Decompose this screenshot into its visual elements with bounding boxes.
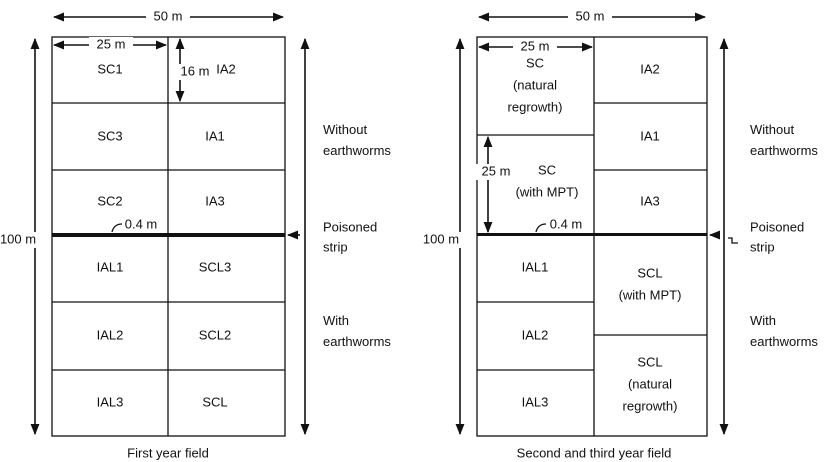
plot-label: SCL (637, 265, 662, 280)
zone-label: Without (750, 122, 794, 137)
first-field (30, 12, 310, 437)
plot-label: IAL2 (97, 327, 124, 342)
label-bg (89, 37, 133, 53)
height-label: 100 m (423, 231, 459, 246)
height-label: 100 m (0, 231, 36, 246)
zone-label: With (750, 313, 776, 328)
strip-width-label: 0.4 m (125, 216, 158, 231)
plot-label: SC (538, 162, 556, 177)
width-label: 50 m (154, 8, 183, 23)
width-label: 50 m (576, 8, 605, 23)
plot-label: regrowth) (623, 398, 678, 413)
zone-label: Poisoned (323, 219, 377, 234)
plot-label: (natural (513, 77, 557, 92)
plot-label: IAL1 (97, 259, 124, 274)
label-bg (146, 9, 190, 25)
plot-label: IA3 (205, 193, 225, 208)
zone-label: earthworms (750, 143, 818, 158)
plot-label: (with MPT) (619, 287, 682, 302)
plot-label: IA3 (640, 193, 660, 208)
zone-label: earthworms (323, 143, 391, 158)
caption: First year field (127, 445, 209, 460)
plot-label: IA2 (640, 61, 660, 76)
plot-label: SCL3 (199, 259, 232, 274)
plot-label: IAL2 (522, 327, 549, 342)
zone-label: earthworms (323, 334, 391, 349)
plot-label: IAL3 (522, 394, 549, 409)
zone-label: Without (323, 122, 367, 137)
zone-label: strip (750, 239, 775, 254)
strip-pointer (728, 237, 738, 244)
plot-label: SCL (637, 354, 662, 369)
plot-width-label: 25 m (521, 38, 550, 53)
plot-height-label: 16 m (181, 63, 210, 78)
zone-label: With (323, 313, 349, 328)
plot-height-label: 25 m (482, 163, 511, 178)
label-bg (419, 232, 463, 248)
label-bg (568, 9, 612, 25)
poisoned-strip (477, 233, 707, 236)
plot-label: SC2 (97, 193, 122, 208)
plot-width-label: 25 m (97, 36, 126, 51)
plot-label: SCL (202, 394, 227, 409)
caption: Second and third year field (517, 445, 672, 460)
plot-label: SCL2 (199, 327, 232, 342)
plot-label: (natural (628, 376, 672, 391)
zone-label: strip (323, 239, 348, 254)
plot-label: IA1 (205, 128, 225, 143)
label-bg (0, 232, 40, 248)
field-border (476, 36, 708, 437)
zone-label: Poisoned (750, 219, 804, 234)
strip-width-label: 0.4 m (550, 216, 583, 231)
zone-label: earthworms (750, 334, 818, 349)
plot-label: IA2 (216, 61, 236, 76)
plot-label: IAL1 (522, 259, 549, 274)
label-bg (474, 164, 518, 180)
label-bg (513, 39, 557, 55)
label-bg (173, 64, 217, 80)
plot-label: IAL3 (97, 394, 124, 409)
second-field (455, 12, 738, 437)
plot-label: SC1 (97, 61, 122, 76)
strip-pointer (111, 223, 123, 233)
plot-label: regrowth) (508, 99, 563, 114)
poisoned-strip (52, 233, 285, 237)
plot-label: SC (526, 55, 544, 70)
plot-label: SC3 (97, 128, 122, 143)
strip-pointer (535, 223, 547, 233)
plot-label: (with MPT) (516, 184, 579, 199)
plot-label: IA1 (640, 128, 660, 143)
